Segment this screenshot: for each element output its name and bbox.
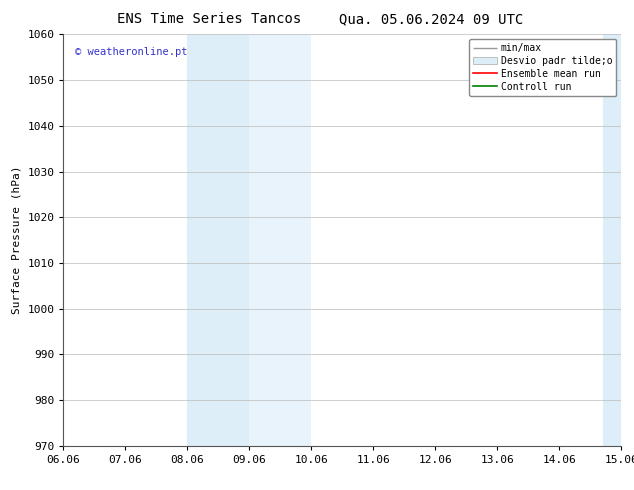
Text: ENS Time Series Tancos: ENS Time Series Tancos (117, 12, 301, 26)
Bar (249, 34, 311, 446)
Bar (603, 34, 621, 446)
Bar (621, 34, 634, 446)
Bar (188, 34, 249, 446)
Legend: min/max, Desvio padr tilde;o, Ensemble mean run, Controll run: min/max, Desvio padr tilde;o, Ensemble m… (469, 39, 616, 96)
Y-axis label: Surface Pressure (hPa): Surface Pressure (hPa) (12, 166, 22, 315)
Text: Qua. 05.06.2024 09 UTC: Qua. 05.06.2024 09 UTC (339, 12, 523, 26)
Text: © weatheronline.pt: © weatheronline.pt (75, 47, 187, 57)
